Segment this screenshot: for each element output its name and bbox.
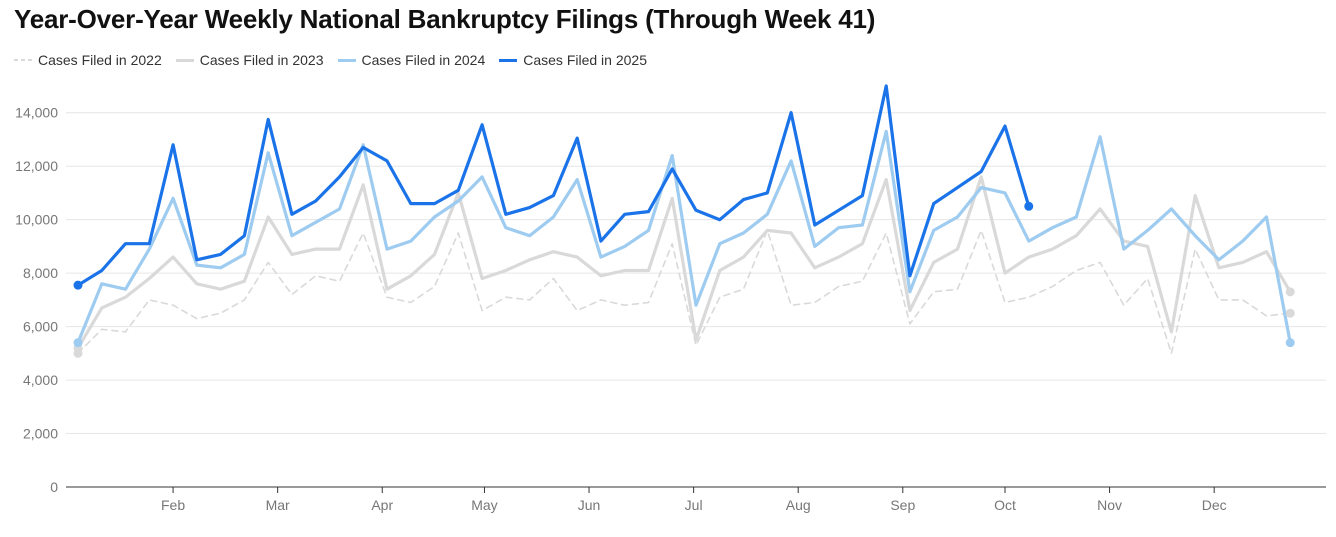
x-tick-label: Apr [371,497,393,513]
legend-swatch-2022 [14,59,32,61]
series-endpoint-2024 [73,338,83,348]
y-tick-label: 14,000 [15,105,58,121]
y-tick-label: 12,000 [15,158,58,174]
chart-title: Year-Over-Year Weekly National Bankruptc… [14,4,876,34]
series-endpoint-2025 [1024,201,1034,211]
y-tick-label: 8,000 [23,265,58,281]
x-tick-label: Oct [994,497,1016,513]
series-endpoint-2022 [1285,308,1295,318]
legend-label-2024: Cases Filed in 2024 [361,52,486,68]
x-tick-label: Jun [578,497,601,513]
series-line-2022 [77,229,1291,355]
legend-swatch-2025 [499,58,518,62]
series-endpoint-2023 [1285,287,1295,297]
x-tick-label: Feb [161,497,185,513]
legend: Cases Filed in 2022 Cases Filed in 2023 … [14,52,647,68]
y-tick-label: 10,000 [15,212,58,228]
legend-item-2022[interactable]: Cases Filed in 2022 [14,52,162,68]
x-tick-label: Jul [685,497,703,513]
x-tick-label: Dec [1202,497,1227,513]
x-tick-label: Sep [890,497,915,513]
legend-item-2025[interactable]: Cases Filed in 2025 [499,52,647,68]
y-tick-label: 6,000 [23,319,58,335]
series-line-2024 [76,129,1292,345]
legend-item-2024[interactable]: Cases Filed in 2024 [337,52,486,68]
legend-label-2023: Cases Filed in 2023 [199,52,324,68]
legend-label-2025: Cases Filed in 2025 [523,52,647,68]
legend-swatch-2024 [337,58,356,62]
series-line-2023 [76,175,1292,350]
legend-swatch-2023 [175,58,194,62]
series-line-2025 [76,84,1031,287]
x-tick-label: May [471,497,497,513]
series-endpoint-2025 [73,280,83,290]
y-tick-label: 4,000 [23,372,58,388]
series-endpoint-2024 [1285,338,1295,348]
y-tick-label: 2,000 [23,426,58,442]
y-tick-label: 0 [50,479,58,495]
x-tick-label: Mar [266,497,290,513]
legend-label-2022: Cases Filed in 2022 [38,52,162,68]
x-tick-label: Aug [786,497,811,513]
x-tick-label: Nov [1097,497,1122,513]
legend-item-2023[interactable]: Cases Filed in 2023 [175,52,324,68]
